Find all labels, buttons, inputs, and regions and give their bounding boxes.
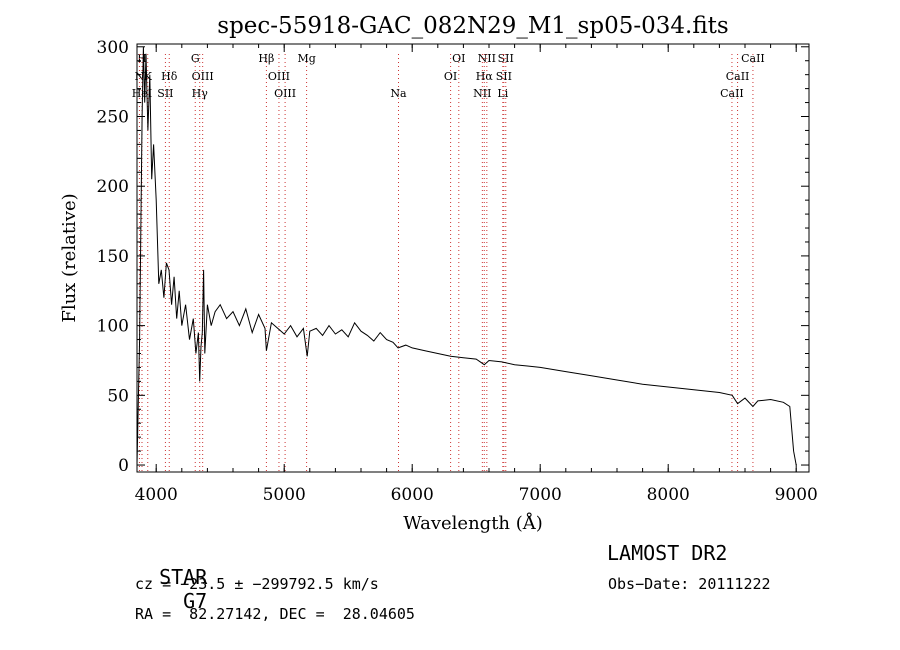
line-label-23: CaII (726, 70, 750, 83)
y-tick-label-1: 50 (107, 386, 129, 406)
line-label-6: G (191, 52, 200, 65)
line-label-13: Na (390, 87, 407, 100)
redshift-text: cz = −23.5 ± −299792.5 km/s (135, 575, 379, 593)
line-label-2: K (144, 70, 153, 83)
line-label-21: Li (497, 87, 508, 100)
line-label-19: SII (498, 52, 514, 65)
line-label-11: OIII (274, 87, 296, 100)
line-label-15: OI (444, 70, 457, 83)
line-label-16: NII (478, 52, 496, 65)
line-label-1: N (135, 70, 145, 83)
line-label-22: CaII (741, 52, 765, 65)
coordinates-text: RA = 82.27142, DEC = 28.04605 (135, 605, 415, 623)
x-tick-label-1: 5000 (263, 485, 306, 505)
line-label-7: OIII (192, 70, 214, 83)
line-label-24: CaII (720, 87, 744, 100)
subclass-label: G7 (183, 589, 208, 613)
line-label-10: OIII (268, 70, 290, 83)
y-tick-label-5: 250 (97, 107, 129, 127)
y-tick-label-6: 300 (97, 38, 129, 58)
line-label-18: NII (473, 87, 491, 100)
spectrum-series-line (136, 46, 797, 466)
y-tick-label-4: 200 (97, 177, 129, 197)
obs-date-text: Obs−Date: 20111222 (608, 575, 771, 593)
line-label-14: OI (452, 52, 465, 65)
plot-frame (136, 43, 810, 473)
axes: 4000 5000 6000 7000 8000 9000 0 50 100 150 200 250 3… (97, 38, 818, 505)
y-axis-label: Flux (relative) (59, 193, 80, 322)
object-class: STAR G7 (135, 541, 207, 613)
x-tick-label-0: 4000 (135, 485, 178, 505)
x-tick-label-2: 6000 (391, 485, 434, 505)
x-axis-label: Wavelength (Å) (403, 512, 543, 534)
spectral-line-markers: HN KHeIHδSIIGOIIIHγHβOIIIOIIIMgNaOIOINIIH… (132, 52, 765, 472)
line-label-4: Hδ (161, 70, 178, 83)
line-label-12: Mg (297, 52, 315, 65)
line-label-20: SII (496, 70, 512, 83)
y-tick-label-2: 100 (97, 317, 129, 337)
y-tick-label-0: 0 (118, 456, 129, 476)
line-label-5: SII (157, 87, 173, 100)
line-label-9: Hβ (258, 52, 274, 65)
chart-title: spec-55918-GAC_082N29_M1_sp05-034.fits (217, 13, 728, 39)
line-label-8: Hγ (192, 87, 209, 100)
line-label-17: Hα (476, 70, 494, 83)
x-tick-label-5: 9000 (775, 485, 818, 505)
x-tick-label-4: 8000 (647, 485, 690, 505)
survey-label: LAMOST DR2 (607, 541, 728, 565)
y-tick-label-3: 150 (97, 247, 129, 267)
class-label: STAR (159, 565, 208, 589)
x-tick-label-3: 7000 (519, 485, 562, 505)
